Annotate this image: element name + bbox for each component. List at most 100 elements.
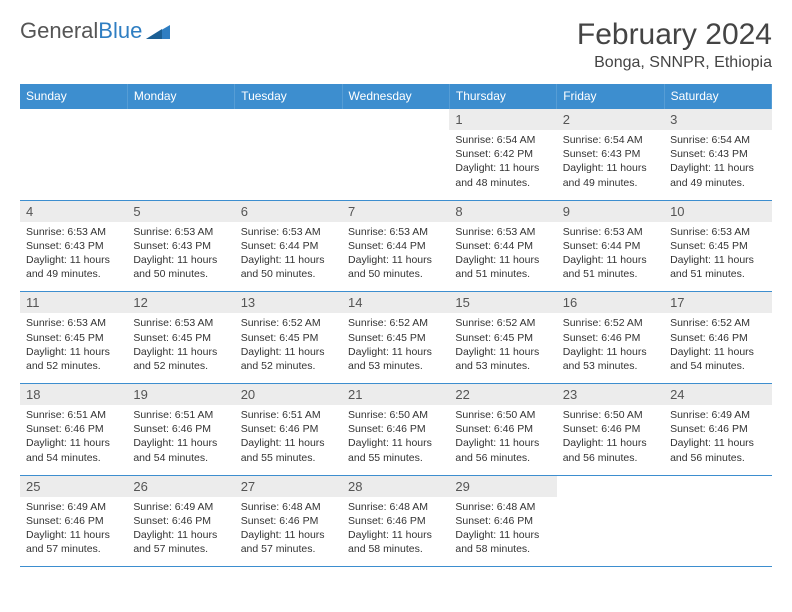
location-label: Bonga, SNNPR, Ethiopia xyxy=(577,54,772,72)
day-cell: 15Sunrise: 6:52 AMSunset: 6:45 PMDayligh… xyxy=(449,292,556,384)
sunrise-text: Sunrise: 6:50 AM xyxy=(348,408,443,422)
day-number: 2 xyxy=(557,109,664,130)
day-cell: 11Sunrise: 6:53 AMSunset: 6:45 PMDayligh… xyxy=(20,292,127,384)
empty-cell xyxy=(20,109,127,201)
sunset-text: Sunset: 6:46 PM xyxy=(241,514,336,528)
sunrise-text: Sunrise: 6:53 AM xyxy=(26,316,121,330)
day-number: 24 xyxy=(664,384,771,405)
sunset-text: Sunset: 6:45 PM xyxy=(455,331,550,345)
day-data: Sunrise: 6:51 AMSunset: 6:46 PMDaylight:… xyxy=(20,405,127,475)
day-number: 13 xyxy=(235,292,342,313)
day-cell: 12Sunrise: 6:53 AMSunset: 6:45 PMDayligh… xyxy=(127,292,234,384)
dayname-friday: Friday xyxy=(557,84,664,109)
page-title: February 2024 xyxy=(577,18,772,52)
day-number: 25 xyxy=(20,476,127,497)
day-data: Sunrise: 6:48 AMSunset: 6:46 PMDaylight:… xyxy=(449,497,556,567)
day-number: 15 xyxy=(449,292,556,313)
calendar-body: 1Sunrise: 6:54 AMSunset: 6:42 PMDaylight… xyxy=(20,109,772,567)
daylight-text: Daylight: 11 hours and 52 minutes. xyxy=(133,345,228,373)
sunset-text: Sunset: 6:45 PM xyxy=(348,331,443,345)
empty-cell xyxy=(557,475,664,567)
sunset-text: Sunset: 6:45 PM xyxy=(133,331,228,345)
daylight-text: Daylight: 11 hours and 58 minutes. xyxy=(348,528,443,556)
day-data: Sunrise: 6:52 AMSunset: 6:45 PMDaylight:… xyxy=(449,313,556,383)
daylight-text: Daylight: 11 hours and 49 minutes. xyxy=(26,253,121,281)
sunrise-text: Sunrise: 6:49 AM xyxy=(670,408,765,422)
sunset-text: Sunset: 6:44 PM xyxy=(241,239,336,253)
day-data: Sunrise: 6:51 AMSunset: 6:46 PMDaylight:… xyxy=(235,405,342,475)
day-number: 7 xyxy=(342,201,449,222)
day-data: Sunrise: 6:53 AMSunset: 6:43 PMDaylight:… xyxy=(127,222,234,292)
sunset-text: Sunset: 6:42 PM xyxy=(455,147,550,161)
day-number: 11 xyxy=(20,292,127,313)
day-number: 22 xyxy=(449,384,556,405)
sunrise-text: Sunrise: 6:54 AM xyxy=(455,133,550,147)
empty-cell xyxy=(235,109,342,201)
sunset-text: Sunset: 6:43 PM xyxy=(26,239,121,253)
daylight-text: Daylight: 11 hours and 54 minutes. xyxy=(26,436,121,464)
daylight-text: Daylight: 11 hours and 51 minutes. xyxy=(455,253,550,281)
day-cell: 19Sunrise: 6:51 AMSunset: 6:46 PMDayligh… xyxy=(127,384,234,476)
day-data: Sunrise: 6:53 AMSunset: 6:43 PMDaylight:… xyxy=(20,222,127,292)
day-data: Sunrise: 6:54 AMSunset: 6:43 PMDaylight:… xyxy=(664,130,771,200)
sunset-text: Sunset: 6:45 PM xyxy=(241,331,336,345)
week-row: 4Sunrise: 6:53 AMSunset: 6:43 PMDaylight… xyxy=(20,200,772,292)
day-number: 5 xyxy=(127,201,234,222)
daylight-text: Daylight: 11 hours and 50 minutes. xyxy=(133,253,228,281)
daylight-text: Daylight: 11 hours and 54 minutes. xyxy=(670,345,765,373)
sunrise-text: Sunrise: 6:54 AM xyxy=(670,133,765,147)
empty-cell xyxy=(127,109,234,201)
daylight-text: Daylight: 11 hours and 51 minutes. xyxy=(670,253,765,281)
sunset-text: Sunset: 6:46 PM xyxy=(26,514,121,528)
day-data: Sunrise: 6:53 AMSunset: 6:45 PMDaylight:… xyxy=(20,313,127,383)
day-number: 6 xyxy=(235,201,342,222)
day-number: 21 xyxy=(342,384,449,405)
sunrise-text: Sunrise: 6:53 AM xyxy=(455,225,550,239)
daylight-text: Daylight: 11 hours and 57 minutes. xyxy=(133,528,228,556)
day-cell: 2 Sunrise: 6:54 AMSunset: 6:43 PMDaylight… xyxy=(557,109,664,201)
sunset-text: Sunset: 6:43 PM xyxy=(563,147,658,161)
header: GeneralBlue February 2024 Bonga, SNNPR, … xyxy=(20,18,772,72)
daylight-text: Daylight: 11 hours and 53 minutes. xyxy=(563,345,658,373)
day-number: 28 xyxy=(342,476,449,497)
calendar-head: SundayMondayTuesdayWednesdayThursdayFrid… xyxy=(20,84,772,109)
day-cell: 20Sunrise: 6:51 AMSunset: 6:46 PMDayligh… xyxy=(235,384,342,476)
day-cell: 10Sunrise: 6:53 AMSunset: 6:45 PMDayligh… xyxy=(664,200,771,292)
sunrise-text: Sunrise: 6:54 AM xyxy=(563,133,658,147)
day-data: Sunrise: 6:52 AMSunset: 6:45 PMDaylight:… xyxy=(342,313,449,383)
empty-cell xyxy=(342,109,449,201)
sunrise-text: Sunrise: 6:51 AM xyxy=(241,408,336,422)
day-cell: 7Sunrise: 6:53 AMSunset: 6:44 PMDaylight… xyxy=(342,200,449,292)
daylight-text: Daylight: 11 hours and 53 minutes. xyxy=(455,345,550,373)
sunrise-text: Sunrise: 6:52 AM xyxy=(563,316,658,330)
sunset-text: Sunset: 6:46 PM xyxy=(670,422,765,436)
sunset-text: Sunset: 6:46 PM xyxy=(133,514,228,528)
week-row: 18Sunrise: 6:51 AMSunset: 6:46 PMDayligh… xyxy=(20,384,772,476)
brand-name-b: Blue xyxy=(98,18,142,44)
day-cell: 29Sunrise: 6:48 AMSunset: 6:46 PMDayligh… xyxy=(449,475,556,567)
day-data: Sunrise: 6:53 AMSunset: 6:44 PMDaylight:… xyxy=(449,222,556,292)
day-number: 10 xyxy=(664,201,771,222)
daylight-text: Daylight: 11 hours and 49 minutes. xyxy=(563,161,658,189)
sunrise-text: Sunrise: 6:49 AM xyxy=(26,500,121,514)
calendar-table: SundayMondayTuesdayWednesdayThursdayFrid… xyxy=(20,84,772,567)
brand-logo: GeneralBlue xyxy=(20,18,172,44)
sunset-text: Sunset: 6:44 PM xyxy=(348,239,443,253)
day-number: 1 xyxy=(449,109,556,130)
sunrise-text: Sunrise: 6:51 AM xyxy=(26,408,121,422)
flag-icon xyxy=(146,21,172,41)
sunset-text: Sunset: 6:44 PM xyxy=(455,239,550,253)
dayname-saturday: Saturday xyxy=(664,84,771,109)
sunrise-text: Sunrise: 6:52 AM xyxy=(241,316,336,330)
day-cell: 4Sunrise: 6:53 AMSunset: 6:43 PMDaylight… xyxy=(20,200,127,292)
sunrise-text: Sunrise: 6:53 AM xyxy=(348,225,443,239)
daylight-text: Daylight: 11 hours and 56 minutes. xyxy=(670,436,765,464)
day-cell: 5Sunrise: 6:53 AMSunset: 6:43 PMDaylight… xyxy=(127,200,234,292)
daylight-text: Daylight: 11 hours and 55 minutes. xyxy=(348,436,443,464)
sunrise-text: Sunrise: 6:52 AM xyxy=(348,316,443,330)
daylight-text: Daylight: 11 hours and 55 minutes. xyxy=(241,436,336,464)
day-data: Sunrise: 6:50 AMSunset: 6:46 PMDaylight:… xyxy=(342,405,449,475)
dayname-monday: Monday xyxy=(127,84,234,109)
day-cell: 16Sunrise: 6:52 AMSunset: 6:46 PMDayligh… xyxy=(557,292,664,384)
day-data: Sunrise: 6:50 AMSunset: 6:46 PMDaylight:… xyxy=(557,405,664,475)
